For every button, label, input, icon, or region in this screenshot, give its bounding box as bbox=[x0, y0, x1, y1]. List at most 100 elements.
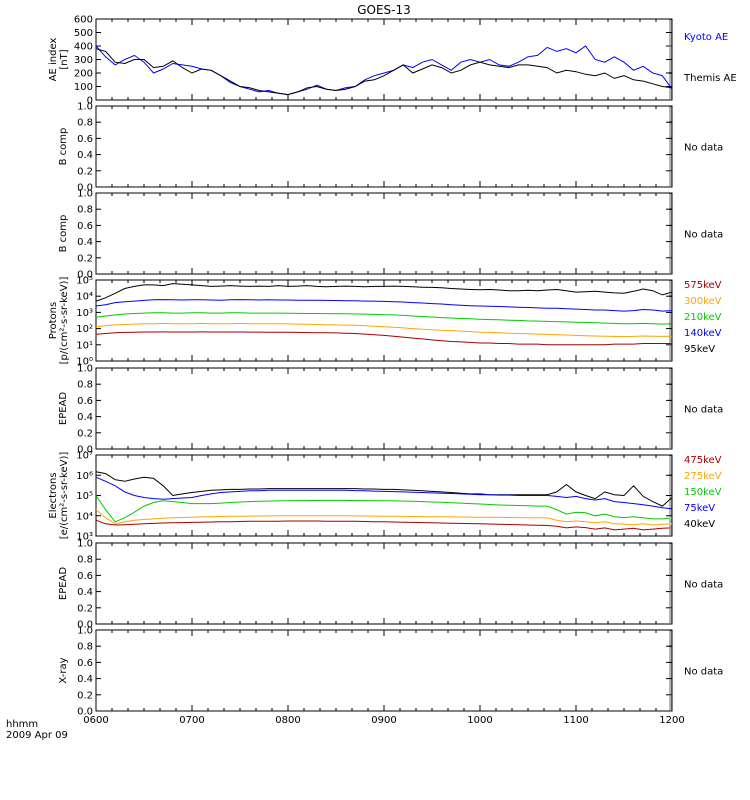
panel-frame-bcomp1 bbox=[95, 105, 673, 188]
y-tick-label: 0.6 bbox=[77, 134, 93, 145]
series-line-210kev bbox=[95, 312, 673, 325]
x-tick-label: 1100 bbox=[563, 715, 588, 726]
series-line-themis-ae bbox=[95, 48, 673, 96]
x-tick-label: 1000 bbox=[467, 715, 492, 726]
legend-210kev: 210keV bbox=[684, 312, 722, 323]
y-tick-label: 10¹ bbox=[76, 340, 93, 351]
y-axis-label: EPEAD bbox=[58, 392, 69, 426]
y-tick-label: 300 bbox=[74, 55, 93, 66]
legend-300kev: 300keV bbox=[684, 296, 722, 307]
y-tick-label: 200 bbox=[74, 69, 93, 80]
legend-40kev: 40keV bbox=[684, 519, 715, 530]
series-line-275kev bbox=[95, 509, 673, 526]
x-tick-label: 1200 bbox=[659, 715, 684, 726]
y-tick-label: 0.6 bbox=[77, 658, 93, 669]
y-tick-label: 1.0 bbox=[77, 539, 93, 550]
y-tick-label: 0.6 bbox=[77, 396, 93, 407]
y-tick-label: 10⁴ bbox=[76, 292, 93, 303]
series-line-75kev bbox=[95, 476, 673, 510]
y-axis-label: EPEAD bbox=[58, 567, 69, 601]
y-tick-label: 10⁴ bbox=[76, 511, 93, 522]
legend-kyoto-ae: Kyoto AE bbox=[684, 32, 728, 43]
y-tick-label: 1.0 bbox=[77, 189, 93, 200]
series-line-475kev bbox=[95, 519, 673, 531]
y-axis-label: B comp bbox=[58, 215, 69, 253]
y-axis-label: [nT] bbox=[59, 49, 70, 69]
y-tick-label: 1.0 bbox=[77, 364, 93, 375]
legend-150kev: 150keV bbox=[684, 487, 722, 498]
legend-95kev: 95keV bbox=[684, 344, 715, 355]
y-tick-label: 0.8 bbox=[77, 205, 93, 216]
legend-75kev: 75keV bbox=[684, 503, 715, 514]
series-line-140kev bbox=[95, 299, 673, 312]
y-tick-label: 0.8 bbox=[77, 642, 93, 653]
y-tick-label: 0.6 bbox=[77, 571, 93, 582]
x-tick-label: 0600 bbox=[83, 715, 108, 726]
x-tick-label: 0700 bbox=[179, 715, 204, 726]
y-tick-label: 0.6 bbox=[77, 221, 93, 232]
y-tick-label: 0.2 bbox=[77, 428, 93, 439]
y-tick-label: 10² bbox=[76, 324, 93, 335]
y-axis-label: AE index bbox=[48, 38, 59, 82]
y-tick-label: 0 bbox=[87, 96, 93, 107]
x-tick-label: 0900 bbox=[371, 715, 396, 726]
y-tick-label: 1.0 bbox=[77, 102, 93, 113]
legend-575kev: 575keV bbox=[684, 280, 722, 291]
y-tick-label: 0.0 bbox=[77, 707, 93, 718]
y-tick-label: 0.4 bbox=[77, 237, 93, 248]
y-tick-label: 0.0 bbox=[77, 445, 93, 456]
y-tick-label: 10³ bbox=[76, 308, 93, 319]
y-tick-label: 0.0 bbox=[77, 183, 93, 194]
y-tick-label: 0.0 bbox=[77, 620, 93, 631]
y-tick-label: 100 bbox=[74, 82, 93, 93]
footer-hhmm: hhmm bbox=[6, 719, 38, 730]
series-line-575kev bbox=[95, 331, 672, 346]
y-tick-label: 0.0 bbox=[77, 270, 93, 281]
series-line-kyoto-ae bbox=[95, 45, 673, 96]
no-data-label: No data bbox=[684, 667, 723, 678]
y-tick-label: 10⁵ bbox=[76, 491, 93, 502]
series-line-40kev bbox=[95, 471, 673, 507]
legend-275kev: 275keV bbox=[684, 471, 722, 482]
legend-475kev: 475keV bbox=[684, 455, 722, 466]
y-axis-label: [p/(cm²-s-sr-keV)] bbox=[59, 277, 70, 365]
y-tick-label: 0.4 bbox=[77, 150, 93, 161]
no-data-label: No data bbox=[684, 580, 723, 591]
y-tick-label: 400 bbox=[74, 42, 93, 53]
panel-frame-epead1 bbox=[95, 367, 673, 450]
y-tick-label: 0.8 bbox=[77, 555, 93, 566]
legend-140kev: 140keV bbox=[684, 328, 722, 339]
no-data-label: No data bbox=[684, 230, 723, 241]
y-axis-label: Protons bbox=[48, 302, 59, 339]
panel-frame-ae bbox=[95, 18, 673, 101]
series-line-150kev bbox=[95, 495, 673, 523]
y-tick-label: 10⁵ bbox=[76, 276, 93, 287]
y-tick-label: 0.2 bbox=[77, 690, 93, 701]
panel-frame-xray bbox=[95, 629, 673, 712]
no-data-label: No data bbox=[684, 143, 723, 154]
y-tick-label: 10⁰ bbox=[76, 357, 93, 368]
y-tick-label: 600 bbox=[74, 15, 93, 26]
y-tick-label: 0.8 bbox=[77, 118, 93, 129]
y-tick-label: 0.8 bbox=[77, 380, 93, 391]
panel-frame-epead2 bbox=[95, 542, 673, 625]
y-axis-label: [e/(cm²-s-sr-keV)] bbox=[59, 452, 70, 540]
y-tick-label: 0.2 bbox=[77, 603, 93, 614]
figure-title: GOES-13 bbox=[357, 3, 411, 17]
x-tick-label: 0800 bbox=[275, 715, 300, 726]
y-tick-label: 500 bbox=[74, 28, 93, 39]
series-line-300kev bbox=[95, 322, 673, 338]
y-axis-label: Electrons bbox=[48, 472, 59, 518]
y-tick-label: 10³ bbox=[76, 532, 93, 543]
legend-themis-ae: Themis AE bbox=[683, 73, 737, 84]
y-tick-label: 0.2 bbox=[77, 253, 93, 264]
panel-frame-bcomp2 bbox=[95, 192, 673, 275]
y-tick-label: 0.4 bbox=[77, 412, 93, 423]
y-tick-label: 0.4 bbox=[77, 587, 93, 598]
y-tick-label: 1.0 bbox=[77, 626, 93, 637]
footer-date: 2009 Apr 09 bbox=[6, 730, 68, 741]
y-tick-label: 0.4 bbox=[77, 674, 93, 685]
y-axis-label: X-ray bbox=[58, 657, 69, 683]
y-tick-label: 10⁷ bbox=[76, 451, 93, 462]
